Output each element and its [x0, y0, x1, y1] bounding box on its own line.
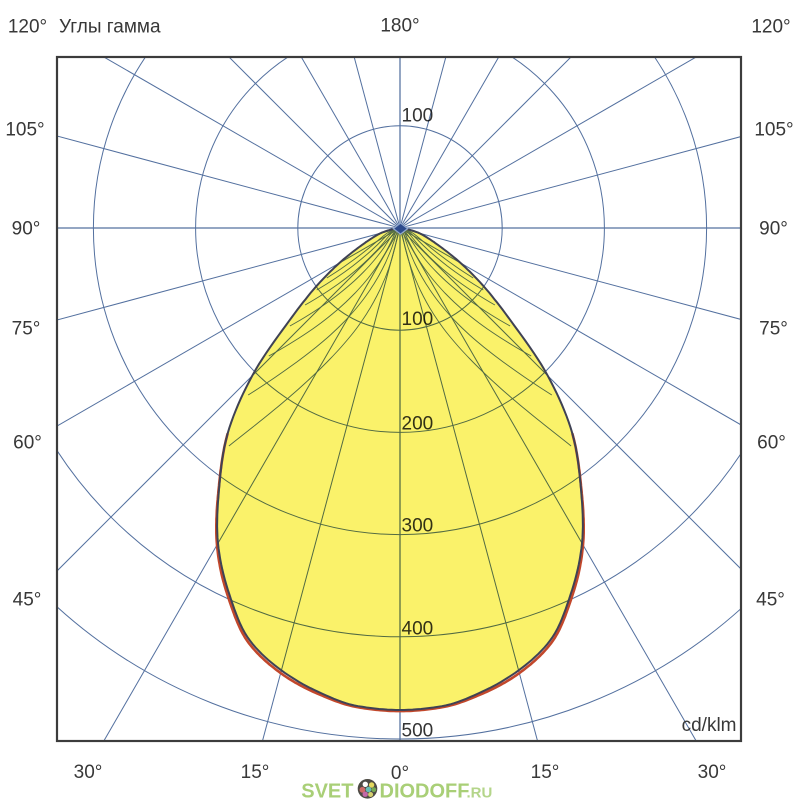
svg-text:30°: 30°	[698, 762, 727, 783]
svg-text:400: 400	[402, 619, 434, 640]
svg-text:105°: 105°	[754, 120, 793, 141]
svg-text:SVET: SVET	[301, 781, 353, 800]
svg-text:200: 200	[402, 414, 434, 435]
svg-text:300: 300	[402, 516, 434, 537]
svg-text:15°: 15°	[531, 762, 560, 783]
svg-text:105°: 105°	[5, 120, 44, 141]
svg-text:500: 500	[402, 721, 434, 742]
svg-text:120°: 120°	[8, 17, 47, 38]
svg-text:60°: 60°	[757, 433, 786, 454]
svg-text:cd/klm: cd/klm	[682, 715, 737, 736]
svg-text:30°: 30°	[74, 762, 103, 783]
svg-text:120°: 120°	[751, 17, 790, 38]
svg-text:100: 100	[402, 309, 434, 330]
svg-text:15°: 15°	[241, 762, 270, 783]
svg-text:90°: 90°	[12, 219, 41, 240]
svg-text:180°: 180°	[380, 16, 419, 37]
svg-text:45°: 45°	[756, 590, 785, 611]
svg-text:90°: 90°	[759, 219, 788, 240]
svg-text:DIODOFF: DIODOFF	[380, 781, 470, 800]
svg-text:60°: 60°	[13, 433, 42, 454]
svg-text:75°: 75°	[759, 319, 788, 340]
svg-text:.RU: .RU	[467, 785, 493, 800]
svg-text:0°: 0°	[391, 763, 409, 784]
svg-text:100: 100	[402, 106, 434, 127]
svg-text:Углы гамма: Углы гамма	[59, 17, 161, 38]
svg-text:75°: 75°	[12, 319, 41, 340]
svg-text:45°: 45°	[13, 590, 42, 611]
